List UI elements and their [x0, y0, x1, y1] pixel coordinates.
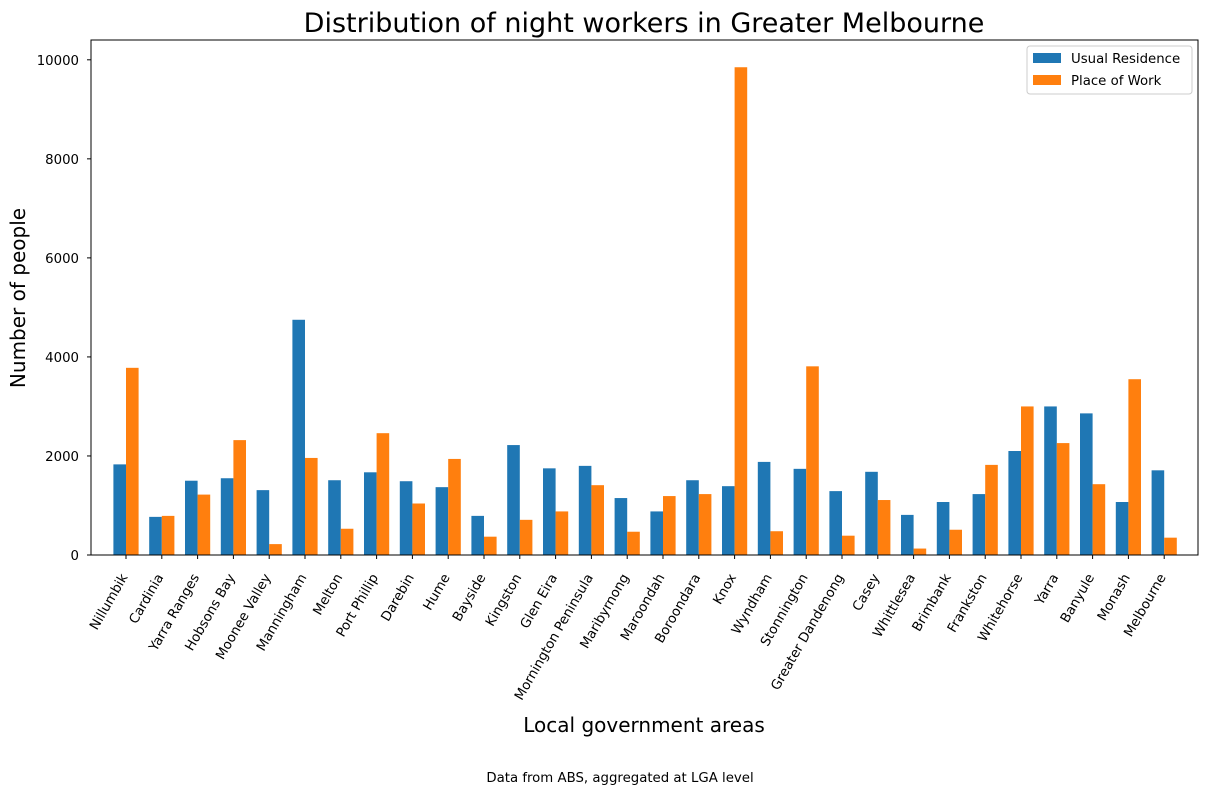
bar-place-of-work-manningham [305, 457, 318, 555]
bar-place-of-work-boroondara [698, 494, 712, 555]
legend-swatch-place-of-work [1033, 75, 1061, 85]
bar-place-of-work-yarra-ranges [197, 494, 211, 555]
bar-usual-residence-banyule [1080, 413, 1093, 556]
bar-usual-residence-glen-eira [543, 468, 556, 555]
bar-place-of-work-monash [1128, 379, 1141, 555]
legend-label-usual-residence: Usual Residence [1071, 52, 1180, 67]
bar-place-of-work-darebin [412, 503, 425, 555]
bar-usual-residence-knox [722, 486, 735, 555]
y-tick-label-0: 0 [71, 549, 79, 564]
bar-usual-residence-stonnington [793, 468, 807, 555]
bar-usual-residence-wyndham [757, 461, 771, 555]
bar-usual-residence-melbourne [1151, 470, 1165, 555]
bar-usual-residence-hobsons-bay [220, 478, 234, 555]
bar-usual-residence-monash [1115, 502, 1129, 555]
legend-swatch-usual-residence [1033, 53, 1061, 63]
y-tick-label-4000: 4000 [45, 351, 79, 366]
bar-place-of-work-casey [877, 500, 891, 555]
y-axis-label: Number of people [6, 208, 30, 388]
legend-label-place-of-work: Place of Work [1071, 74, 1162, 89]
bar-place-of-work-moonee-valley [269, 544, 282, 555]
bar-usual-residence-maribyrnong [614, 498, 628, 555]
bar-place-of-work-stonnington [806, 366, 819, 555]
bar-usual-residence-hume [435, 487, 449, 555]
chart-title: Distribution of night workers in Greater… [304, 8, 985, 39]
bar-usual-residence-greater-dandenong [829, 491, 842, 555]
bar-usual-residence-casey [865, 471, 878, 555]
bar-place-of-work-cardinia [161, 515, 175, 555]
bar-usual-residence-port-phillip [364, 472, 377, 555]
bar-usual-residence-cardinia [149, 516, 162, 555]
bar-place-of-work-greater-dandenong [842, 535, 855, 555]
bar-usual-residence-melton [328, 480, 341, 555]
bar-place-of-work-brimbank [949, 529, 962, 555]
bar-place-of-work-kingston [519, 519, 533, 555]
figure-caption: Data from ABS, aggregated at LGA level [486, 771, 753, 786]
bar-place-of-work-port-phillip [376, 433, 390, 555]
bar-place-of-work-melbourne [1164, 537, 1177, 555]
bar-usual-residence-boroondara [686, 480, 699, 555]
bar-place-of-work-melton [340, 528, 354, 555]
bar-usual-residence-bayside [471, 515, 484, 555]
bar-place-of-work-whitehorse [1021, 406, 1034, 555]
bar-usual-residence-darebin [399, 481, 413, 555]
bars-group [113, 67, 1177, 556]
bar-usual-residence-whitehorse [1008, 451, 1021, 555]
bar-place-of-work-nillumbik [126, 367, 139, 555]
bar-place-of-work-maroondah [663, 496, 676, 555]
bar-usual-residence-maroondah [650, 511, 663, 555]
legend-box [1026, 45, 1193, 95]
bar-place-of-work-whittlesea [913, 548, 927, 555]
bar-place-of-work-wyndham [770, 531, 783, 555]
y-tick-label-10000: 10000 [37, 54, 79, 69]
bar-place-of-work-maribyrnong [627, 531, 640, 555]
bar-usual-residence-manningham [292, 319, 305, 555]
bar-place-of-work-hobsons-bay [233, 440, 246, 555]
plot-frame [90, 39, 1199, 556]
bar-place-of-work-knox [734, 67, 748, 556]
bar-usual-residence-whittlesea [901, 514, 914, 555]
bar-usual-residence-yarra [1044, 406, 1057, 555]
bar-usual-residence-yarra-ranges [185, 480, 198, 555]
y-tick-label-2000: 2000 [45, 450, 79, 465]
bar-place-of-work-banyule [1092, 484, 1106, 555]
bar-place-of-work-mornington-peninsula [591, 485, 604, 555]
bar-usual-residence-kingston [507, 445, 520, 555]
bar-place-of-work-glen-eira [555, 511, 569, 555]
bar-place-of-work-frankston [985, 464, 998, 556]
legend: Usual Residence Place of Work [1026, 45, 1193, 95]
bar-usual-residence-nillumbik [113, 464, 126, 555]
bar-place-of-work-bayside [484, 536, 497, 555]
bar-usual-residence-moonee-valley [256, 490, 270, 555]
y-tick-label-8000: 8000 [45, 153, 79, 168]
x-axis-label: Local government areas [523, 713, 765, 737]
bar-usual-residence-frankston [972, 494, 986, 555]
bar-usual-residence-mornington-peninsula [578, 465, 592, 555]
y-axis-ticks: 0 2000 4000 6000 8000 10000 [37, 54, 91, 564]
bar-place-of-work-yarra [1056, 443, 1070, 555]
bar-place-of-work-hume [448, 458, 461, 555]
y-tick-label-6000: 6000 [45, 252, 79, 267]
bar-usual-residence-brimbank [936, 502, 950, 555]
